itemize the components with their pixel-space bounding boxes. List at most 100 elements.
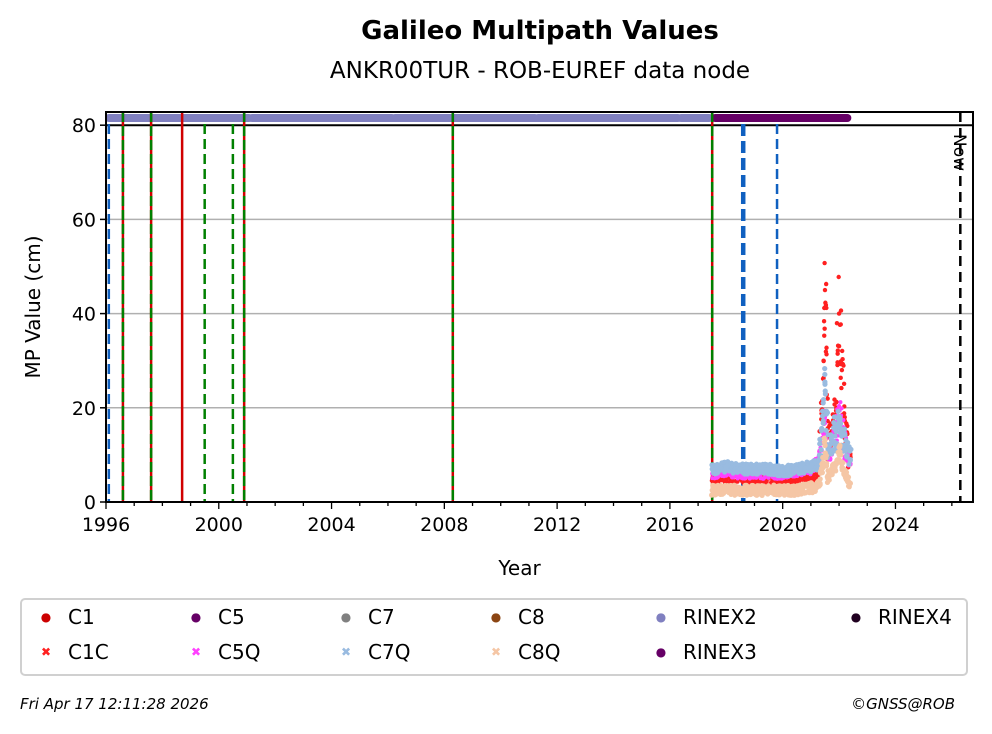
data-point xyxy=(821,319,827,324)
legend-label: RINEX4 xyxy=(878,605,952,629)
x-marker-icon: ✖ xyxy=(40,645,52,659)
legend-item-c1c: ✖ C1C xyxy=(32,640,109,664)
legend-label: C5Q xyxy=(218,640,261,664)
data-point xyxy=(839,348,845,354)
data-point xyxy=(763,479,769,484)
data-point xyxy=(831,420,837,426)
x-tick-label: 2000 xyxy=(195,514,243,536)
legend-label: C8 xyxy=(518,605,545,629)
legend-item-c7q: ✖ C7Q xyxy=(332,640,410,664)
data-point xyxy=(842,442,848,449)
data-point xyxy=(840,357,845,362)
data-point xyxy=(822,391,828,397)
data-point xyxy=(838,400,843,405)
data-point xyxy=(848,446,854,452)
legend-item-c1: ● C1 xyxy=(32,605,95,629)
data-point xyxy=(818,447,824,453)
data-point xyxy=(819,408,826,414)
data-point xyxy=(821,358,826,363)
data-point xyxy=(822,260,827,266)
x-tick-label: 2020 xyxy=(759,514,807,536)
data-point xyxy=(824,345,829,350)
data-point xyxy=(837,404,842,409)
data-point xyxy=(836,452,842,458)
y-axis-label: MP Value (cm) xyxy=(21,235,45,378)
series-c8q xyxy=(708,435,853,498)
data-point xyxy=(713,491,719,498)
legend-label: C7 xyxy=(368,605,395,629)
x-tick-label: 2024 xyxy=(871,514,919,536)
x-marker-icon: ✖ xyxy=(490,645,502,659)
footer-date: Fri Apr 17 12:11:28 2026 xyxy=(20,695,209,713)
data-point xyxy=(847,457,853,463)
data-point xyxy=(808,485,814,491)
x-marker-icon: ✖ xyxy=(340,645,352,659)
data-point xyxy=(819,470,825,476)
y-tick-label: 80 xyxy=(72,115,96,137)
legend-label: RINEX2 xyxy=(683,605,757,629)
data-point xyxy=(822,437,828,443)
data-point xyxy=(822,381,828,387)
now-label: Now xyxy=(949,134,969,171)
dot-marker-icon: ● xyxy=(40,610,52,624)
data-point xyxy=(836,343,842,349)
data-point xyxy=(833,428,839,434)
legend-item-c8q: ✖ C8Q xyxy=(482,640,560,664)
legend-item-c8: ● C8 xyxy=(482,605,545,629)
y-tick-label: 20 xyxy=(72,398,96,420)
data-point xyxy=(817,441,823,447)
data-point xyxy=(828,432,834,438)
data-point xyxy=(822,371,828,378)
data-point xyxy=(841,426,848,432)
data-point xyxy=(794,487,800,493)
footer-copyright: ©GNSS@ROB xyxy=(851,695,955,713)
data-point xyxy=(823,349,829,354)
legend-label: C8Q xyxy=(518,640,561,664)
chart-title: Galileo Multipath Values xyxy=(361,16,719,46)
y-tick-label: 0 xyxy=(84,492,96,514)
data-point xyxy=(836,444,842,450)
data-point xyxy=(824,409,831,416)
data-point xyxy=(737,487,743,493)
data-point xyxy=(842,471,848,477)
data-point xyxy=(839,406,844,411)
data-point xyxy=(835,348,841,353)
data-point xyxy=(765,487,772,493)
x-axis-label: Year xyxy=(497,556,541,580)
series-c7q xyxy=(709,365,854,479)
x-tick-label: 2004 xyxy=(307,514,355,536)
data-point xyxy=(838,375,843,381)
dot-marker-icon: ● xyxy=(655,645,667,659)
data-point xyxy=(838,322,843,327)
dot-marker-icon: ● xyxy=(655,610,667,624)
y-tick-label: 60 xyxy=(72,209,96,231)
data-point xyxy=(816,482,822,489)
x-tick-label: 2012 xyxy=(533,514,581,536)
data-point xyxy=(835,408,841,415)
data-point xyxy=(817,436,823,442)
data-point xyxy=(841,381,847,386)
legend-label: C7Q xyxy=(368,640,411,664)
data-point xyxy=(841,363,846,368)
data-point xyxy=(823,463,830,469)
data-point xyxy=(834,399,839,405)
data-point xyxy=(724,473,729,478)
legend: ● C1 ● C5 ● C7 ● C8 ● RINEX2 ● RINEX4 ✖ C1C ✖ C5Q ✖ C7Q ✖ C… xyxy=(20,598,968,676)
data-point xyxy=(808,476,814,481)
data-point xyxy=(780,487,786,493)
legend-item-rinex3: ● RINEX3 xyxy=(647,640,757,664)
legend-label: C5 xyxy=(218,605,245,629)
data-point xyxy=(765,466,772,472)
data-point xyxy=(822,326,827,331)
data-point xyxy=(836,274,841,280)
data-point xyxy=(836,311,842,316)
data-point xyxy=(735,475,740,480)
y-tick-label: 40 xyxy=(72,304,96,326)
legend-label: RINEX3 xyxy=(683,640,757,664)
data-point xyxy=(822,333,827,338)
data-point xyxy=(832,433,838,439)
data-point xyxy=(833,461,839,467)
dot-marker-icon: ● xyxy=(190,610,202,624)
x-tick-label: 2008 xyxy=(420,514,468,536)
